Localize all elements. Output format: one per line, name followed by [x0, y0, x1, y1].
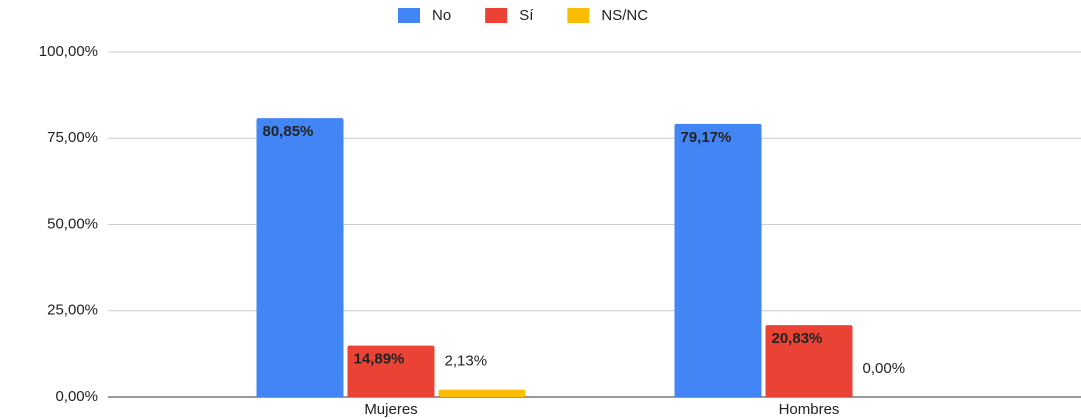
- legend-swatch: [485, 8, 508, 23]
- bar: [256, 118, 344, 397]
- bar: [438, 389, 526, 397]
- legend-swatch: [567, 8, 590, 23]
- y-tick-label: 25,00%: [47, 302, 98, 319]
- y-tick-label: 75,00%: [47, 129, 98, 146]
- y-tick-label: 0,00%: [55, 388, 98, 405]
- data-label: 20,83%: [772, 330, 823, 347]
- legend-label: No: [432, 7, 451, 24]
- data-label: 79,17%: [681, 129, 732, 146]
- legend-label: NS/NC: [601, 7, 648, 24]
- data-label: 80,85%: [263, 123, 314, 140]
- y-tick-label: 50,00%: [47, 215, 98, 232]
- legend-label: Sí: [519, 7, 534, 24]
- data-label: 0,00%: [863, 360, 906, 377]
- x-tick-label: Hombres: [779, 401, 840, 418]
- bar: [674, 123, 762, 398]
- x-tick-label: Mujeres: [364, 401, 417, 418]
- bar: [347, 345, 435, 397]
- legend-swatch: [398, 8, 420, 23]
- data-label: 2,13%: [445, 353, 488, 370]
- data-label: 14,89%: [354, 351, 405, 368]
- y-tick-label: 100,00%: [39, 43, 98, 60]
- bar: [765, 325, 853, 397]
